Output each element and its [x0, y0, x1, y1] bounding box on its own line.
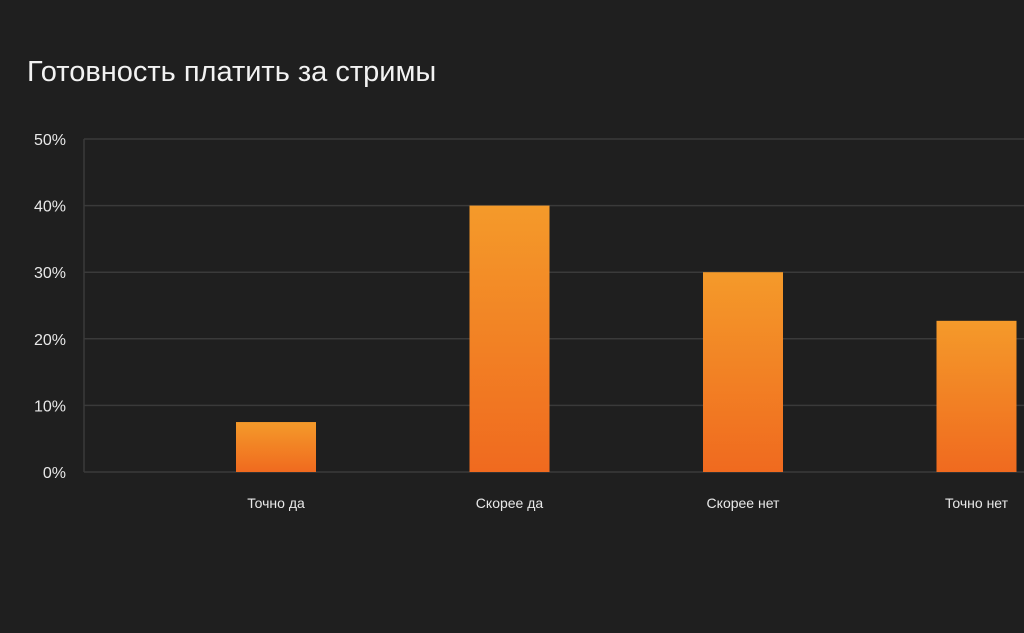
y-tick-label: 0% [43, 465, 66, 482]
x-tick-label: Точно нет [945, 495, 1009, 511]
y-tick-label: 20% [34, 332, 66, 349]
bar [469, 205, 550, 472]
y-tick-label: 10% [34, 398, 66, 415]
y-tick-label: 40% [34, 199, 66, 216]
x-tick-label: Скорее нет [707, 495, 780, 511]
x-tick-label: Точно да [247, 495, 305, 511]
x-tick-label: Скорее да [476, 495, 544, 511]
bar [703, 272, 783, 472]
y-tick-label: 30% [34, 265, 66, 282]
chart-title: Готовность платить за стримы [27, 56, 437, 88]
bar [236, 422, 316, 472]
y-tick-label: 50% [34, 132, 66, 149]
bar [936, 320, 1017, 472]
